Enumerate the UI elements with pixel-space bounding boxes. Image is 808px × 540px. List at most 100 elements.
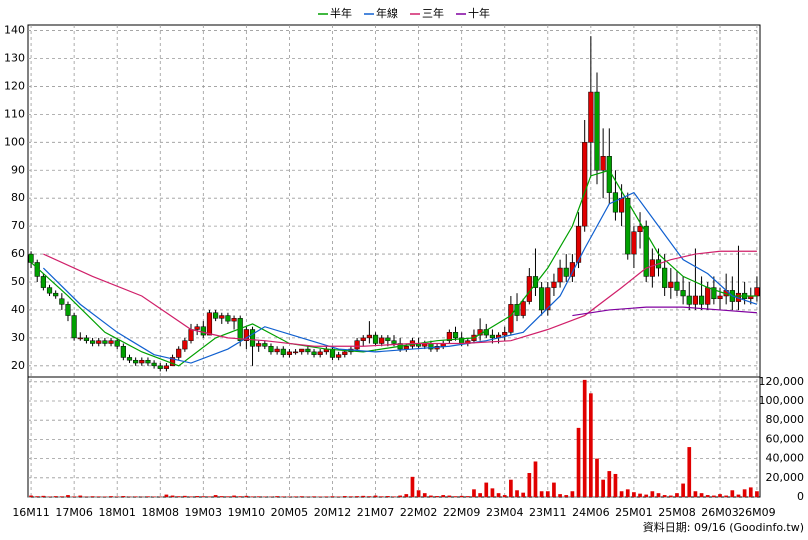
y-tick-label: 140 (4, 24, 25, 37)
candle-body (126, 357, 133, 361)
candle-body (569, 262, 575, 277)
volume-bar (281, 496, 286, 497)
footer: 資料日期: 09/16 (Goodinfo.tw) (643, 520, 804, 534)
volume-bar (650, 491, 655, 497)
x-tick-label: 18M08 (142, 506, 180, 519)
y-tick-label: 120 (4, 79, 25, 92)
volume-bar (207, 496, 212, 497)
x-tick-label: 20M12 (314, 506, 352, 519)
candle-body (619, 197, 625, 213)
x-tick-label: 25M01 (615, 506, 653, 519)
candle-body (305, 348, 311, 353)
x-tick-label: 22M09 (443, 506, 481, 519)
ma-line (42, 191, 758, 364)
ma-line (30, 169, 757, 367)
volume-bar (545, 491, 550, 497)
candle-body (588, 91, 594, 143)
volume-bar (681, 483, 685, 497)
volume-bar (355, 496, 359, 497)
x-tick-label: 26M09 (738, 506, 776, 519)
volume-bar (675, 493, 679, 497)
candle-body (520, 301, 526, 316)
y2-tick-label: 120,000 (759, 375, 805, 388)
volume-bar (59, 496, 64, 497)
candle-body (342, 351, 348, 355)
volume-bar (78, 495, 83, 497)
candle-body (575, 225, 582, 263)
x-tick-label: 23M04 (486, 506, 524, 519)
candle-body (391, 340, 397, 344)
volume-bar (312, 496, 316, 497)
candle-body (502, 332, 508, 336)
candle-body (557, 267, 563, 283)
volume-bar (330, 496, 335, 497)
volume-bar (582, 379, 587, 497)
volume-bar (250, 496, 255, 497)
volume-bar (441, 495, 446, 497)
y2-tick-label: 80,000 (766, 413, 805, 426)
volume-bar (459, 495, 464, 497)
volume-bar (324, 496, 329, 497)
volume-bar (668, 495, 673, 497)
volume-bar (404, 494, 409, 497)
volume-bar (133, 496, 138, 497)
volume-bar (699, 493, 704, 497)
volume-bar (576, 427, 581, 497)
volume-bar (410, 476, 415, 497)
volume-bar (687, 447, 692, 497)
volume-bar (656, 493, 661, 497)
y-tick-label: 40 (11, 303, 25, 316)
candle-body (582, 142, 588, 227)
x-tick-label: 26M03 (701, 506, 739, 519)
candle-body (59, 298, 65, 305)
candle-body (545, 287, 551, 311)
plot-frame (27, 24, 761, 498)
x-tick-label: 24M06 (572, 506, 610, 519)
candle-body (219, 315, 225, 319)
y-tick-label: 20 (11, 359, 25, 372)
volume-bar (724, 495, 729, 497)
candle-body (662, 267, 668, 288)
candle-body (625, 197, 631, 255)
volume-bar (490, 488, 495, 497)
candle-body (139, 359, 145, 364)
candle-body (563, 267, 569, 277)
volume-bar (379, 496, 384, 497)
candle-body (446, 332, 452, 341)
candle-body (692, 295, 698, 305)
candle-body (90, 340, 96, 344)
candle-body (680, 290, 686, 297)
volume-bar (465, 496, 470, 497)
volume-bar (435, 496, 439, 497)
volume-bar (718, 494, 722, 497)
volume-bar (35, 496, 40, 497)
candle-body (649, 259, 655, 277)
volume-bar (386, 496, 390, 497)
candle-body (686, 295, 692, 305)
x-tick-label: 22M02 (400, 506, 438, 519)
legend-label: 十年 (468, 6, 490, 20)
y-tick-label: 130 (4, 52, 25, 65)
volume-bar (502, 495, 507, 497)
candle-body (28, 253, 34, 263)
candle-body (102, 340, 108, 344)
ma-line (572, 306, 757, 317)
volume-bar (53, 496, 58, 497)
candle-body (169, 357, 176, 367)
candle-body (280, 348, 286, 355)
volume-bar (453, 496, 458, 497)
y-tick-label: 110 (4, 107, 25, 120)
candle-body (354, 340, 360, 350)
candle-body (754, 287, 760, 297)
y-tick-label: 50 (11, 275, 25, 288)
y2-tick-label: 0 (797, 490, 804, 503)
candle-body (292, 351, 299, 354)
volume-bar (533, 461, 538, 497)
x-tick-label: 20M05 (271, 506, 309, 519)
candle-body (133, 359, 139, 364)
candle-body (194, 326, 200, 330)
volume-bar (429, 495, 433, 497)
candle-body (637, 225, 643, 232)
volume-bar (256, 496, 261, 497)
